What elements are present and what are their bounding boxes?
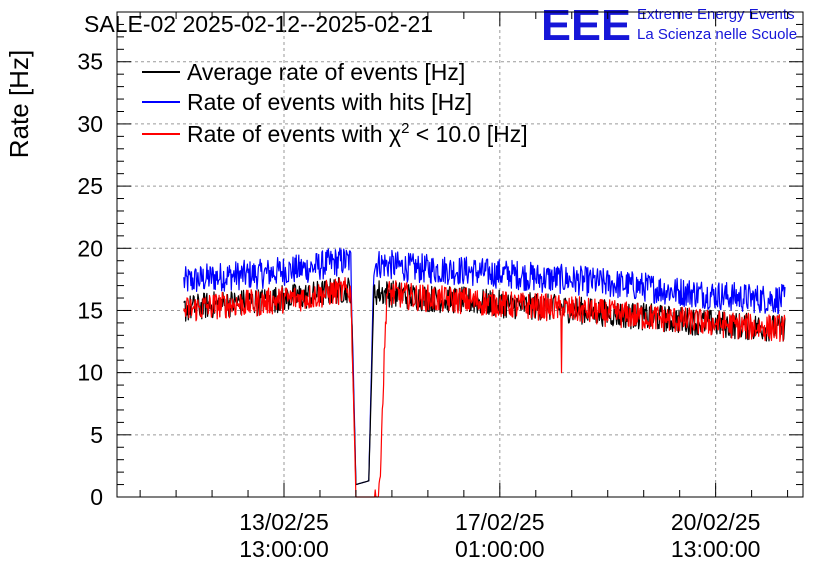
y-tick-label: 25 xyxy=(77,173,103,199)
x-tick-time: 13:00:00 xyxy=(239,536,329,562)
series-chi2-line xyxy=(183,277,786,498)
legend-chi2-prefix: Rate of events with xyxy=(187,121,389,147)
x-tick-date: 17/02/25 xyxy=(455,509,545,535)
legend-chi-exponent: 2 xyxy=(401,120,409,137)
plot-series xyxy=(183,247,786,498)
legend: Average rate of events [Hz] Rate of even… xyxy=(142,59,528,147)
plot-frame xyxy=(116,11,804,498)
legend-chi2-suffix: < 10.0 [Hz] xyxy=(409,121,527,147)
series-hits-line xyxy=(183,247,786,486)
legend-label-average: Average rate of events [Hz] xyxy=(187,59,465,85)
legend-label-hits: Rate of events with hits [Hz] xyxy=(187,89,472,115)
x-tick-time: 13:00:00 xyxy=(671,536,761,562)
y-tick-label: 5 xyxy=(90,422,103,448)
y-tick-label: 20 xyxy=(77,235,103,261)
x-tick-date: 13/02/25 xyxy=(239,509,329,535)
y-tick-label: 10 xyxy=(77,360,103,386)
chart-title: SALE-02 2025-02-12--2025-02-21 xyxy=(84,11,433,37)
eee-logo-letters: EEE xyxy=(541,1,631,50)
logo-line-2: La Scienza nelle Scuole xyxy=(637,26,797,43)
axis-ticks: 0510152025303513/02/2513:00:0017/02/2501… xyxy=(77,11,803,562)
y-tick-label: 0 xyxy=(90,484,103,510)
y-tick-label: 35 xyxy=(77,49,103,75)
x-tick-date: 20/02/25 xyxy=(671,509,761,535)
y-tick-label: 30 xyxy=(77,111,103,137)
y-axis-title: Rate [Hz] xyxy=(4,50,34,158)
legend-label-chi2: Rate of events with χ2 < 10.0 [Hz] xyxy=(187,120,528,147)
x-tick-time: 01:00:00 xyxy=(455,536,545,562)
eee-logo: EEE Extreme Energy Events La Scienza nel… xyxy=(541,1,797,50)
y-tick-label: 15 xyxy=(77,297,103,323)
legend-chi-symbol: χ xyxy=(389,121,401,147)
